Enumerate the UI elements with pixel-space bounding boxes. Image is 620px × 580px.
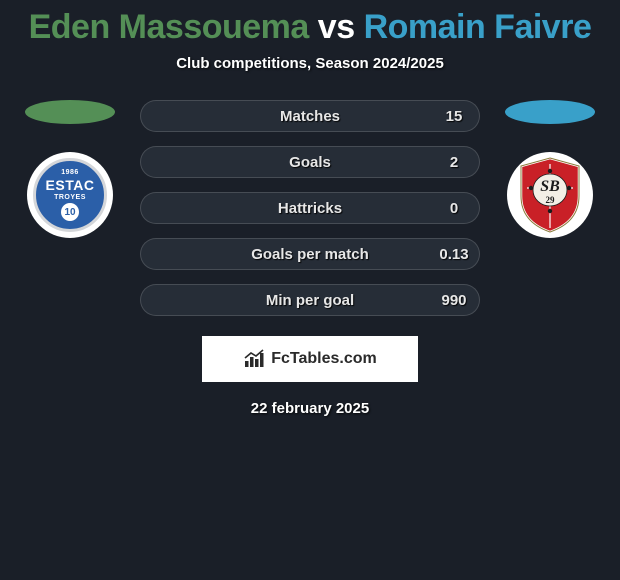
player2-ellipse (505, 100, 595, 124)
stat-value-right: 15 (429, 108, 479, 125)
player2-club-badge: SB 29 (507, 152, 593, 238)
stat-row: Matches15 (140, 100, 480, 132)
player2-name: Romain Faivre (364, 8, 592, 46)
svg-text:SB: SB (540, 178, 560, 195)
badge-sub: TROYES (54, 194, 86, 201)
stat-label: Matches (191, 108, 429, 125)
chart-icon (243, 349, 267, 369)
stat-value-right: 990 (429, 292, 479, 309)
badge-name: ESTAC (46, 177, 95, 193)
stat-label: Min per goal (191, 292, 429, 309)
stat-label: Goals (191, 154, 429, 171)
player1-ellipse (25, 100, 115, 124)
badge-year: 1986 (61, 169, 79, 176)
estac-badge-icon: 1986 ESTAC TROYES 10 (33, 158, 107, 232)
stat-row: Goals2 (140, 146, 480, 178)
subtitle: Club competitions, Season 2024/2025 (0, 55, 620, 72)
svg-text:29: 29 (546, 195, 556, 205)
stat-label: Hattricks (191, 200, 429, 217)
stat-value-right: 2 (429, 154, 479, 171)
page-title: Eden Massouema vs Romain Faivre (0, 0, 620, 47)
player1-club-badge: 1986 ESTAC TROYES 10 (27, 152, 113, 238)
brand-text: FcTables.com (271, 350, 377, 368)
badge-number: 10 (61, 203, 79, 221)
stat-value-right: 0.13 (429, 246, 479, 263)
stat-row: Hattricks0 (140, 192, 480, 224)
date-text: 22 february 2025 (0, 400, 620, 417)
vs-text: vs (318, 8, 355, 46)
right-side: SB 29 (500, 100, 600, 238)
player1-name: Eden Massouema (29, 8, 309, 46)
stats-table: Matches15 Goals2 Hattricks0 Goals per match… (140, 100, 480, 316)
stat-row: Min per goal990 (140, 284, 480, 316)
stat-row: Goals per match0.13 (140, 238, 480, 270)
brand-attribution: FcTables.com (202, 336, 418, 382)
comparison-content: 1986 ESTAC TROYES 10 Matches15 Goals2 Hatt… (0, 100, 620, 316)
left-side: 1986 ESTAC TROYES 10 (20, 100, 120, 238)
stat-value-right: 0 (429, 200, 479, 217)
stat-label: Goals per match (191, 246, 429, 263)
brest-badge-icon: SB 29 (517, 156, 583, 234)
